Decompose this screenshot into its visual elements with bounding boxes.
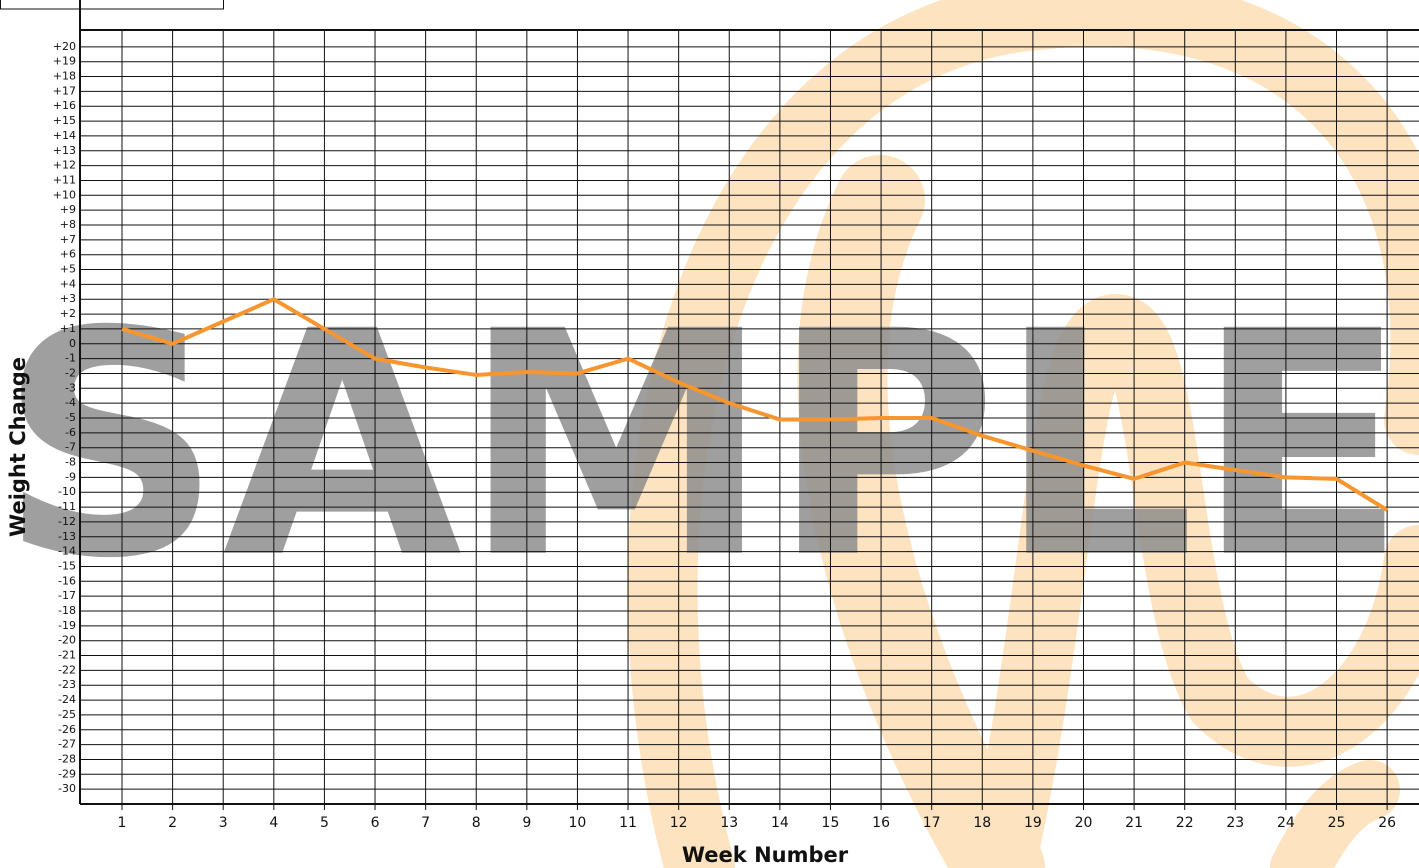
header-box: [0, 0, 224, 10]
x-tick-label: 15: [822, 815, 840, 831]
x-tick-label: 14: [771, 815, 789, 831]
y-tick-label: -3: [65, 381, 76, 394]
x-tick-label: 18: [973, 815, 991, 831]
y-tick-label: +2: [60, 307, 76, 320]
x-tick-label: 17: [923, 815, 941, 831]
y-tick-label: -4: [65, 396, 76, 409]
y-tick-label: +8: [60, 218, 76, 231]
y-tick-label: -14: [58, 545, 76, 558]
y-tick-label: -15: [58, 559, 76, 572]
y-axis-title: Weight Change: [6, 357, 30, 537]
x-tick-label: 6: [371, 815, 380, 831]
y-tick-label: -7: [65, 441, 76, 454]
y-tick-label: -18: [58, 604, 76, 617]
y-tick-label: +10: [53, 188, 76, 201]
y-tick-label: +1: [60, 322, 76, 335]
y-tick-label: -16: [58, 574, 76, 587]
x-tick-label: 11: [619, 815, 637, 831]
y-tick-label: -17: [58, 589, 76, 602]
y-tick-label: -24: [58, 693, 76, 706]
y-tick-label: -5: [65, 411, 76, 424]
y-tick-label: -30: [58, 782, 76, 795]
y-tick-label: +5: [60, 263, 76, 276]
watermark: SAMPLE: [0, 266, 1407, 627]
y-tick-label: +19: [53, 55, 76, 68]
y-tick-label: +11: [53, 173, 76, 186]
x-tick-label: 20: [1075, 815, 1093, 831]
y-tick-label: +3: [60, 292, 76, 305]
x-tick-label: 3: [219, 815, 228, 831]
x-tick-label: 4: [269, 815, 278, 831]
y-tick-label: -29: [58, 767, 76, 780]
x-tick-label: 21: [1125, 815, 1143, 831]
x-tick-label: 1: [118, 815, 127, 831]
y-tick-label: -20: [58, 634, 76, 647]
y-tick-label: -2: [65, 366, 76, 379]
x-tick-label: 12: [670, 815, 688, 831]
x-tick-label: 7: [421, 815, 430, 831]
x-tick-label: 9: [522, 815, 531, 831]
y-tick-label: -10: [58, 485, 76, 498]
y-tick-label: -23: [58, 678, 76, 691]
x-tick-label: 22: [1176, 815, 1194, 831]
x-tick-label: 8: [472, 815, 481, 831]
x-tick-label: 25: [1328, 815, 1346, 831]
y-tick-label: -11: [58, 500, 76, 513]
data-line: [121, 297, 1389, 512]
y-tick-label: -27: [58, 738, 76, 751]
x-tick-label: 16: [872, 815, 890, 831]
y-tick-label: -25: [58, 708, 76, 721]
y-tick-label: +15: [53, 114, 76, 127]
y-tick-label: -13: [58, 530, 76, 543]
x-tick-label: 23: [1226, 815, 1244, 831]
x-tick-label: 19: [1024, 815, 1042, 831]
y-tick-label: -26: [58, 723, 76, 736]
y-tick-label: -6: [65, 426, 76, 439]
y-tick-label: +4: [60, 277, 76, 290]
y-tick-label: +13: [53, 144, 76, 157]
y-tick-label: +17: [53, 84, 76, 97]
y-tick-label: -12: [58, 515, 76, 528]
x-tick-label: 2: [168, 815, 177, 831]
y-tick-label: 0: [69, 337, 76, 350]
y-tick-label: +7: [60, 233, 76, 246]
y-tick-label: +12: [53, 159, 76, 172]
y-tick-label: -22: [58, 663, 76, 676]
y-tick-label: +18: [53, 70, 76, 83]
y-tick-label: +9: [60, 203, 76, 216]
y-tick-label: -19: [58, 619, 76, 632]
y-tick-label: -21: [58, 649, 76, 662]
x-tick-label: 5: [320, 815, 329, 831]
y-tick-label: +16: [53, 99, 76, 112]
y-tick-label: -8: [65, 456, 76, 469]
y-tick-label: +14: [53, 129, 76, 142]
y-tick-label: -9: [65, 470, 76, 483]
x-tick-label: 24: [1277, 815, 1295, 831]
y-tick-label: -28: [58, 752, 76, 765]
y-tick-label: +20: [53, 40, 76, 53]
x-axis-title: Week Number: [682, 843, 849, 867]
x-tick-label: 10: [569, 815, 587, 831]
y-tick-label: -1: [65, 352, 76, 365]
x-tick-label: 26: [1378, 815, 1396, 831]
y-tick-label: +6: [60, 248, 76, 261]
x-tick-label: 13: [720, 815, 738, 831]
